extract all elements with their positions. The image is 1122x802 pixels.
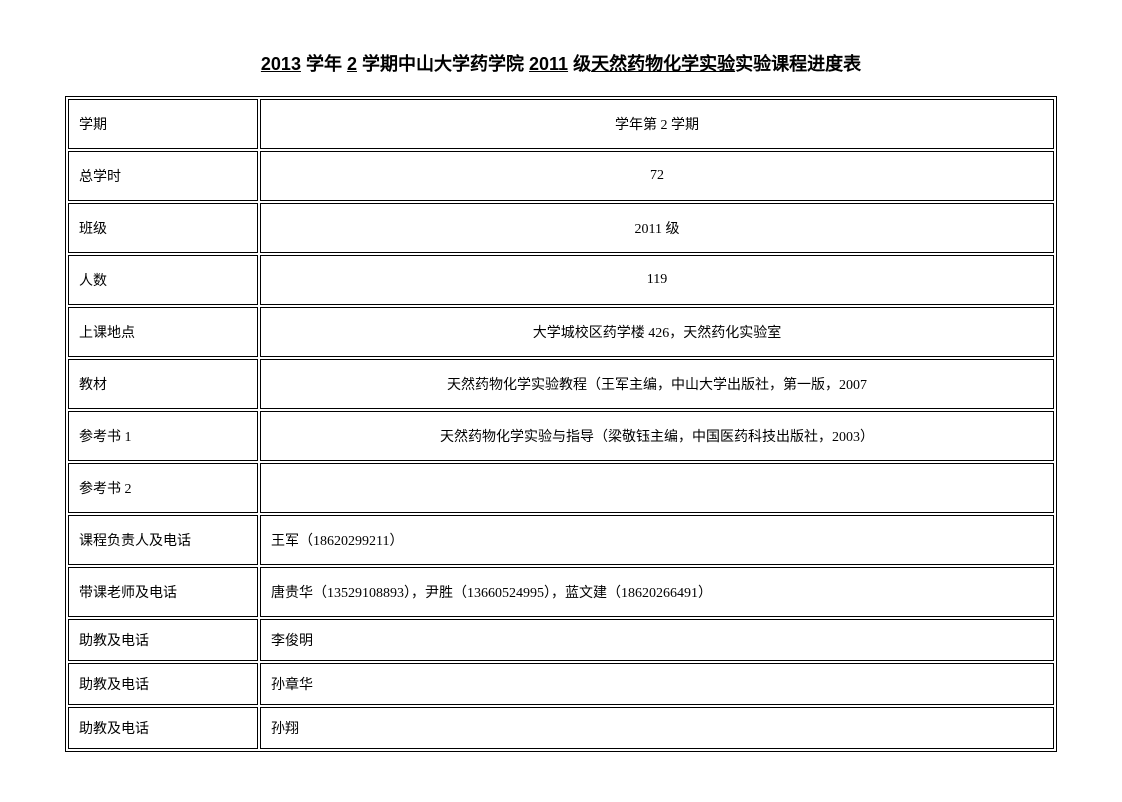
row-label: 助教及电话 xyxy=(68,619,258,661)
row-value: 天然药物化学实验教程（王军主编，中山大学出版社，第一版，2007 xyxy=(260,359,1054,409)
table-row: 助教及电话孙章华 xyxy=(68,663,1054,705)
row-label: 带课老师及电话 xyxy=(68,567,258,617)
title-text4: 实验课程进度表 xyxy=(735,54,861,74)
row-label: 学期 xyxy=(68,99,258,149)
row-label: 课程负责人及电话 xyxy=(68,515,258,565)
table-row: 助教及电话李俊明 xyxy=(68,619,1054,661)
table-row: 助教及电话孙翔 xyxy=(68,707,1054,749)
row-value: 119 xyxy=(260,255,1054,305)
table-row: 班级2011 级 xyxy=(68,203,1054,253)
table-row: 带课老师及电话唐贵华（13529108893），尹胜（13660524995），… xyxy=(68,567,1054,617)
row-label: 人数 xyxy=(68,255,258,305)
title-year: 2013 xyxy=(261,54,301,74)
table-row: 总学时72 xyxy=(68,151,1054,201)
row-value: 王军（18620299211） xyxy=(260,515,1054,565)
row-value: 大学城校区药学楼 426，天然药化实验室 xyxy=(260,307,1054,357)
row-label: 总学时 xyxy=(68,151,258,201)
title-text3: 级 xyxy=(568,54,591,74)
title-course: 天然药物化学实验 xyxy=(591,54,735,74)
row-label: 助教及电话 xyxy=(68,663,258,705)
title-grade: 2011 xyxy=(529,54,568,74)
table-row: 上课地点大学城校区药学楼 426，天然药化实验室 xyxy=(68,307,1054,357)
row-value: 孙翔 xyxy=(260,707,1054,749)
row-label: 助教及电话 xyxy=(68,707,258,749)
page-title: 2013 学年 2 学期中山大学药学院 2011 级天然药物化学实验实验课程进度… xyxy=(65,50,1057,76)
title-semester: 2 xyxy=(347,54,357,74)
row-value: 学年第 2 学期 xyxy=(260,99,1054,149)
row-value xyxy=(260,463,1054,513)
row-label: 上课地点 xyxy=(68,307,258,357)
row-label: 参考书 1 xyxy=(68,411,258,461)
row-label: 参考书 2 xyxy=(68,463,258,513)
title-text2: 学期中山大学药学院 xyxy=(357,54,529,74)
row-label: 教材 xyxy=(68,359,258,409)
row-label: 班级 xyxy=(68,203,258,253)
table-row: 人数119 xyxy=(68,255,1054,305)
table-row: 参考书 2 xyxy=(68,463,1054,513)
row-value: 72 xyxy=(260,151,1054,201)
row-value: 孙章华 xyxy=(260,663,1054,705)
row-value: 2011 级 xyxy=(260,203,1054,253)
table-row: 课程负责人及电话王军（18620299211） xyxy=(68,515,1054,565)
table-row: 参考书 1天然药物化学实验与指导（梁敬钰主编，中国医药科技出版社，2003） xyxy=(68,411,1054,461)
schedule-table: 学期学年第 2 学期总学时72班级2011 级人数119上课地点大学城校区药学楼… xyxy=(65,96,1057,752)
title-text1: 学年 xyxy=(301,54,347,74)
row-value: 李俊明 xyxy=(260,619,1054,661)
row-value: 唐贵华（13529108893），尹胜（13660524995），蓝文建（186… xyxy=(260,567,1054,617)
table-row: 学期学年第 2 学期 xyxy=(68,99,1054,149)
row-value: 天然药物化学实验与指导（梁敬钰主编，中国医药科技出版社，2003） xyxy=(260,411,1054,461)
table-row: 教材天然药物化学实验教程（王军主编，中山大学出版社，第一版，2007 xyxy=(68,359,1054,409)
